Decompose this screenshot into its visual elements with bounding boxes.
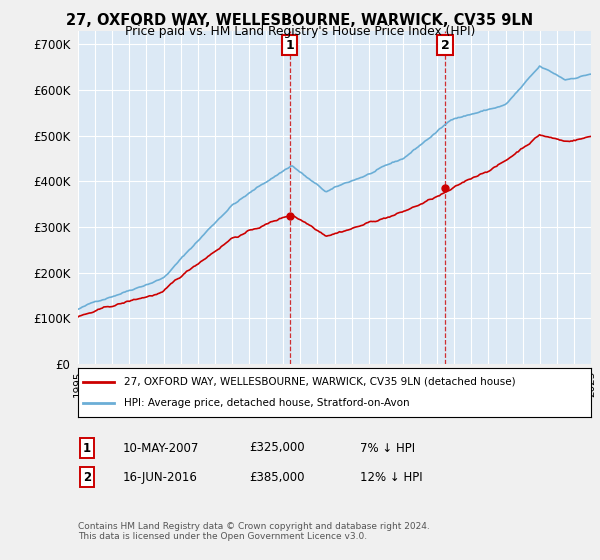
Text: £385,000: £385,000	[249, 470, 305, 484]
Text: 1: 1	[83, 441, 91, 455]
Text: 2: 2	[83, 470, 91, 484]
Text: 16-JUN-2016: 16-JUN-2016	[123, 470, 198, 484]
Text: 1: 1	[285, 39, 294, 52]
Text: 7% ↓ HPI: 7% ↓ HPI	[360, 441, 415, 455]
Text: 27, OXFORD WAY, WELLESBOURNE, WARWICK, CV35 9LN (detached house): 27, OXFORD WAY, WELLESBOURNE, WARWICK, C…	[124, 377, 516, 387]
Text: £325,000: £325,000	[249, 441, 305, 455]
Text: HPI: Average price, detached house, Stratford-on-Avon: HPI: Average price, detached house, Stra…	[124, 398, 410, 408]
Text: Contains HM Land Registry data © Crown copyright and database right 2024.
This d: Contains HM Land Registry data © Crown c…	[78, 522, 430, 542]
Text: 2: 2	[440, 39, 449, 52]
Text: 27, OXFORD WAY, WELLESBOURNE, WARWICK, CV35 9LN: 27, OXFORD WAY, WELLESBOURNE, WARWICK, C…	[67, 13, 533, 28]
Text: Price paid vs. HM Land Registry's House Price Index (HPI): Price paid vs. HM Land Registry's House …	[125, 25, 475, 38]
Text: 10-MAY-2007: 10-MAY-2007	[123, 441, 199, 455]
Text: 12% ↓ HPI: 12% ↓ HPI	[360, 470, 422, 484]
